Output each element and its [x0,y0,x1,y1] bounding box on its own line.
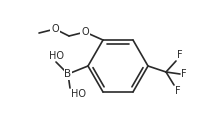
Text: HO: HO [71,89,86,99]
Text: O: O [81,27,89,37]
Text: F: F [181,69,187,79]
Text: F: F [175,86,181,96]
Text: F: F [177,50,183,60]
Text: O: O [51,24,59,34]
Text: B: B [64,69,72,79]
Text: HO: HO [48,51,63,61]
